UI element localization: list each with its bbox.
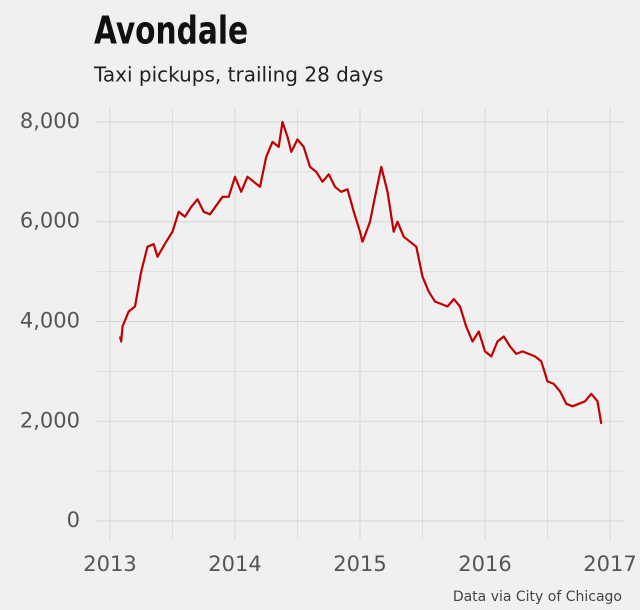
source-note: Data via City of Chicago	[453, 589, 622, 605]
grid	[95, 108, 625, 540]
x-tick-label: 2017	[583, 552, 636, 576]
y-tick-label: 2,000	[20, 408, 80, 432]
y-tick-label: 6,000	[20, 209, 80, 233]
x-tick-label: 2016	[458, 552, 511, 576]
x-tick-label: 2015	[333, 552, 386, 576]
chart-title: Avondale	[94, 9, 248, 54]
x-tick-label: 2013	[83, 552, 136, 576]
chart-subtitle: Taxi pickups, trailing 28 days	[93, 63, 383, 87]
y-tick-label: 8,000	[20, 109, 80, 133]
y-tick-label: 0	[67, 508, 80, 532]
x-tick-label: 2014	[208, 552, 261, 576]
data-line	[118, 120, 603, 424]
y-tick-label: 4,000	[20, 309, 80, 333]
